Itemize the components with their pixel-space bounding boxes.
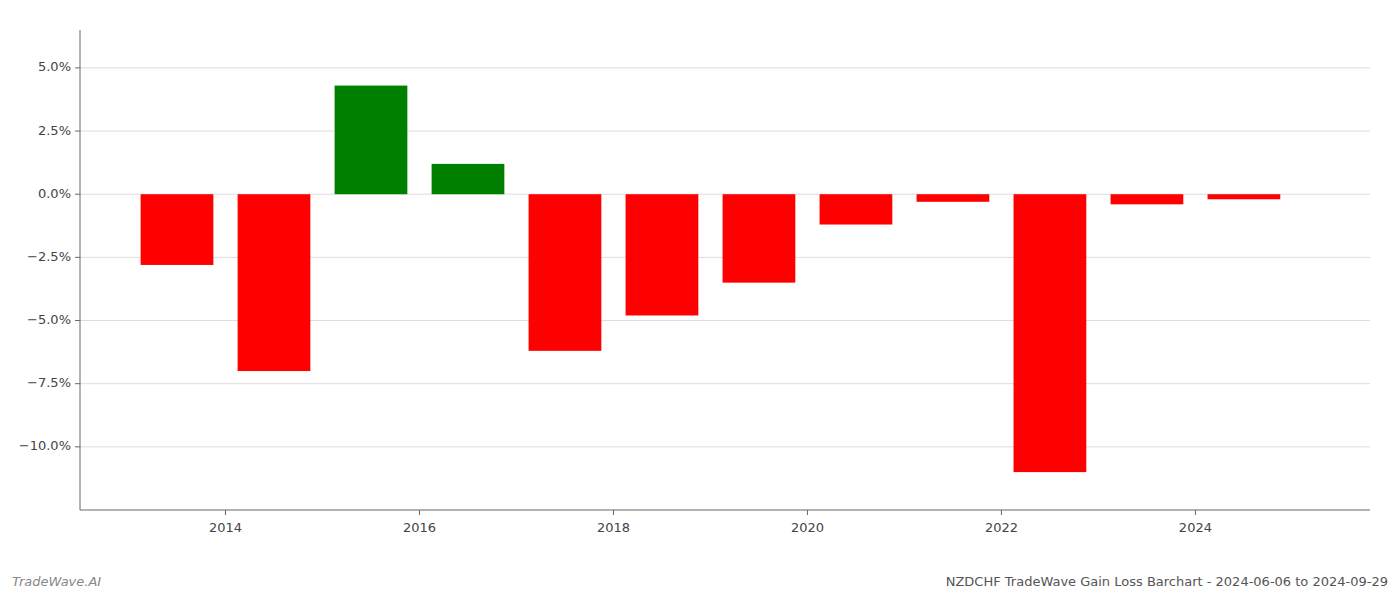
y-tick <box>75 257 80 258</box>
x-tick <box>1001 510 1002 515</box>
x-tick <box>807 510 808 515</box>
bar <box>238 194 311 371</box>
x-tick-label: 2020 <box>791 520 824 535</box>
x-axis-line <box>80 510 1370 511</box>
bar <box>1014 194 1087 472</box>
y-tick <box>75 194 80 195</box>
y-grid <box>80 68 1370 447</box>
bar <box>917 194 990 202</box>
grid-line <box>80 67 1370 68</box>
grid-line <box>80 446 1370 447</box>
bar <box>1111 194 1184 204</box>
x-tick <box>225 510 226 515</box>
y-tick <box>75 446 80 447</box>
x-tick-label: 2024 <box>1179 520 1212 535</box>
y-tick <box>75 131 80 132</box>
x-tick-label: 2016 <box>403 520 436 535</box>
y-axis: −10.0% −7.5% −5.0% −2.5% 0.0% 2.5% 5.0% <box>19 59 80 453</box>
x-tick <box>613 510 614 515</box>
watermark: TradeWave.AI <box>12 574 101 589</box>
bars <box>141 86 1281 473</box>
x-tick-label: 2014 <box>209 520 242 535</box>
y-tick-label: 2.5% <box>38 123 71 138</box>
title: NZDCHF TradeWave Gain Loss Barchart - 20… <box>946 574 1388 589</box>
x-tick <box>1195 510 1196 515</box>
bar <box>820 194 893 224</box>
x-tick-label: 2022 <box>985 520 1018 535</box>
bar <box>1208 194 1281 199</box>
bar <box>723 194 796 282</box>
y-tick-label: 0.0% <box>38 186 71 201</box>
bar <box>141 194 214 265</box>
y-tick <box>75 67 80 68</box>
bar <box>335 86 408 195</box>
x-tick-label: 2018 <box>597 520 630 535</box>
bar <box>432 164 505 194</box>
y-tick <box>75 320 80 321</box>
grid-line <box>80 131 1370 132</box>
chart: −10.0%−7.5%−5.0%−2.5%0.0%2.5%5.0%2014201… <box>0 0 1400 600</box>
y-tick-label: −7.5% <box>27 375 71 390</box>
y-tick-label: 5.0% <box>38 59 71 74</box>
bar <box>529 194 602 351</box>
y-tick-label: −5.0% <box>27 312 71 327</box>
x-tick <box>419 510 420 515</box>
bar <box>626 194 699 315</box>
y-axis-line <box>80 30 81 510</box>
y-tick <box>75 383 80 384</box>
y-tick-label: −2.5% <box>27 249 71 264</box>
grid-line <box>80 383 1370 384</box>
x-axis: 2014 2016 2018 2020 2022 2024 <box>209 510 1212 535</box>
y-tick-label: −10.0% <box>19 438 71 453</box>
